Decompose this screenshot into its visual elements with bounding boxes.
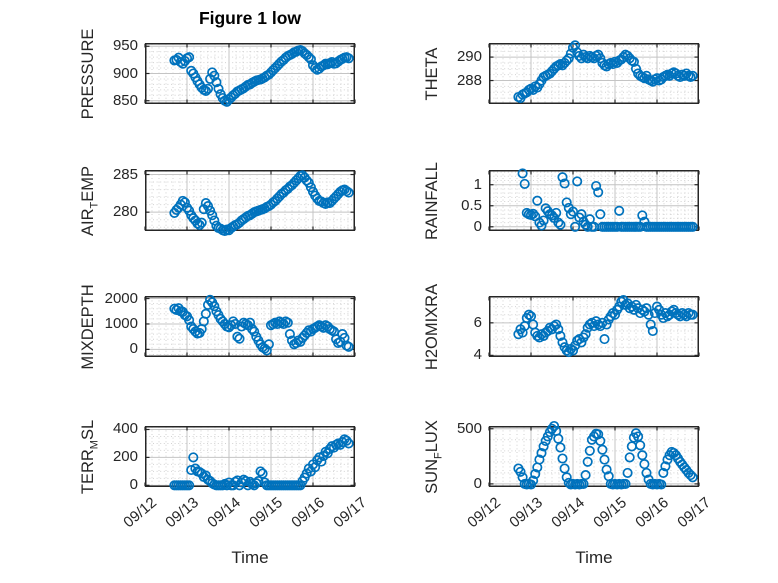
subplot-h2omixra: [488, 295, 700, 358]
subplot-sun_flux: [488, 420, 700, 490]
y-tick-label: 288: [456, 71, 482, 89]
axes-box: [144, 170, 356, 231]
y-axis-label-sun_flux: SUNFLUX: [423, 419, 445, 494]
y-tick-label: 500: [456, 419, 482, 437]
data-points: [169, 45, 354, 107]
y-tick-label: 200: [112, 448, 138, 466]
sun_flux-plot-area: [488, 420, 700, 490]
y-tick-label: 0: [129, 476, 138, 494]
mixdepth-plot-area: [144, 294, 356, 357]
subplot-air_temp: [144, 170, 356, 237]
pressure-plot-area: [144, 43, 356, 107]
air_temp-plot-area: [144, 170, 356, 237]
subplot-mixdepth: [144, 294, 356, 357]
y-tick-label: 6: [473, 313, 482, 331]
y-tick-label: 280: [112, 203, 138, 221]
rainfall-plot-area: [488, 168, 700, 232]
y-tick-label: 0: [473, 474, 482, 492]
data-points: [169, 170, 354, 237]
x-axis-label-right: Time: [575, 548, 613, 567]
y-tick-label: 285: [112, 165, 138, 183]
axes-box: [488, 296, 700, 357]
y-tick-label: 2000: [104, 289, 138, 307]
subplot-terr_msl: [144, 426, 356, 491]
y-tick-label: 0: [473, 217, 482, 235]
tick-marks: [488, 43, 700, 104]
tick-marks: [144, 170, 356, 231]
theta-plot-area: [488, 40, 700, 104]
subplot-theta: [488, 40, 700, 104]
y-tick-label: 0: [129, 340, 138, 358]
axes-box: [488, 43, 700, 104]
y-tick-label: 1000: [104, 314, 138, 332]
y-tick-label: 900: [112, 64, 138, 82]
figure-title: Figure 1 low: [198, 8, 302, 28]
data-points: [169, 294, 354, 356]
y-tick-label: 290: [456, 48, 482, 66]
axes-box: [144, 43, 356, 104]
tick-marks: [144, 43, 356, 104]
y-tick-label: 4: [473, 346, 482, 364]
y-tick-label: 850: [112, 91, 138, 109]
data-points: [169, 434, 354, 491]
y-tick-label: 0.5: [461, 196, 482, 214]
x-axis-label-left: Time: [231, 548, 269, 567]
subplot-pressure: [144, 43, 356, 107]
h2omixra-plot-area: [488, 295, 700, 358]
tick-marks: [488, 296, 700, 357]
y-axis-label-terr_msl: TERRMSL: [79, 419, 101, 494]
y-tick-label: 1: [473, 175, 482, 193]
y-tick-label: 400: [112, 420, 138, 438]
minor-grid: [145, 426, 355, 487]
y-tick-label: 950: [112, 37, 138, 55]
data-points: [513, 420, 698, 490]
terr_msl-plot-area: [144, 426, 356, 491]
subplot-rainfall: [488, 168, 700, 232]
data-points: [517, 168, 698, 232]
data-points: [513, 295, 698, 358]
data-points: [513, 40, 698, 104]
